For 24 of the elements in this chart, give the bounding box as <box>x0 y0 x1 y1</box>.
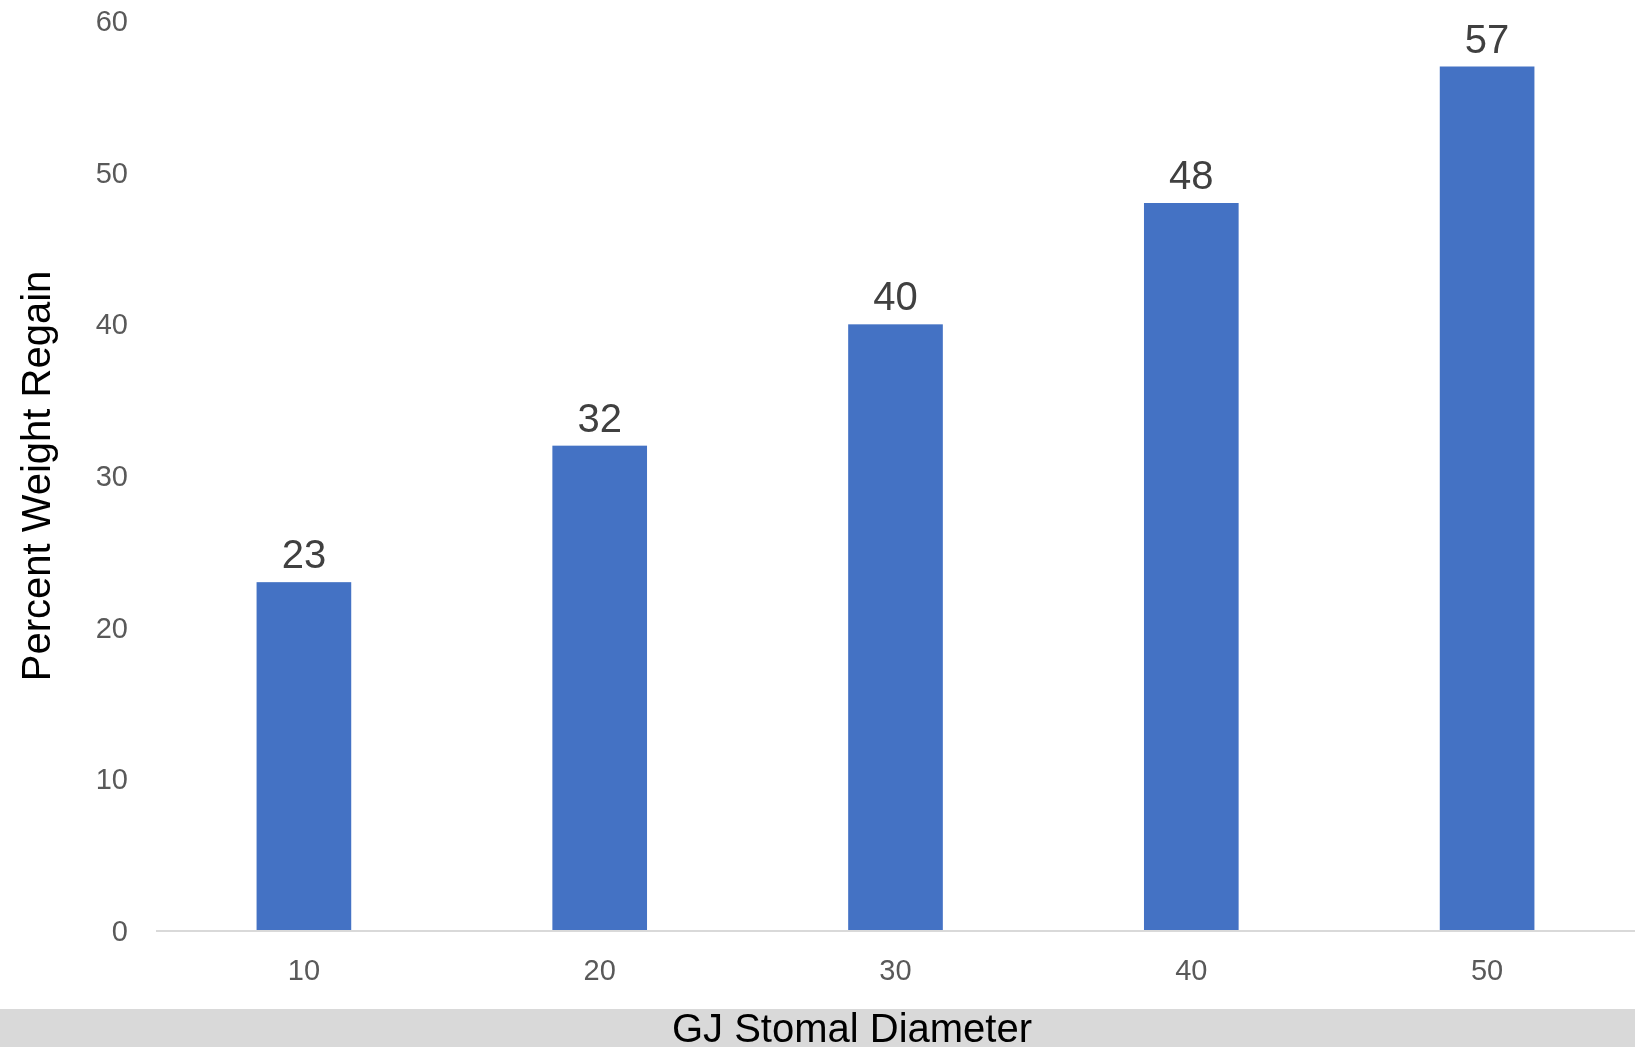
bar <box>256 582 352 931</box>
x-tick-label: 30 <box>879 954 912 987</box>
data-label: 48 <box>1169 153 1214 197</box>
bar <box>848 324 943 931</box>
y-tick-label: 60 <box>95 5 128 38</box>
y-axis-title: Percent Weight Regain <box>14 270 58 682</box>
bar <box>1143 203 1239 931</box>
x-tick-label: 20 <box>583 954 616 987</box>
y-tick-label: 10 <box>95 763 128 796</box>
data-label: 40 <box>873 274 918 319</box>
data-label: 57 <box>1464 16 1510 61</box>
y-tick-label: 20 <box>95 611 128 644</box>
x-tick-label: 10 <box>287 954 321 987</box>
x-axis-title: GJ Stomal Diameter <box>671 1006 1033 1047</box>
y-tick-label: 40 <box>95 308 128 341</box>
bar <box>1439 66 1535 931</box>
data-label: 23 <box>281 532 327 577</box>
data-label: 32 <box>577 395 622 440</box>
y-tick-label: 50 <box>95 156 128 189</box>
y-tick-label: 0 <box>111 915 128 948</box>
x-tick-label: 40 <box>1175 954 1208 987</box>
y-tick-label: 30 <box>95 460 128 493</box>
x-tick-label: 50 <box>1470 954 1504 987</box>
bar <box>552 445 648 931</box>
